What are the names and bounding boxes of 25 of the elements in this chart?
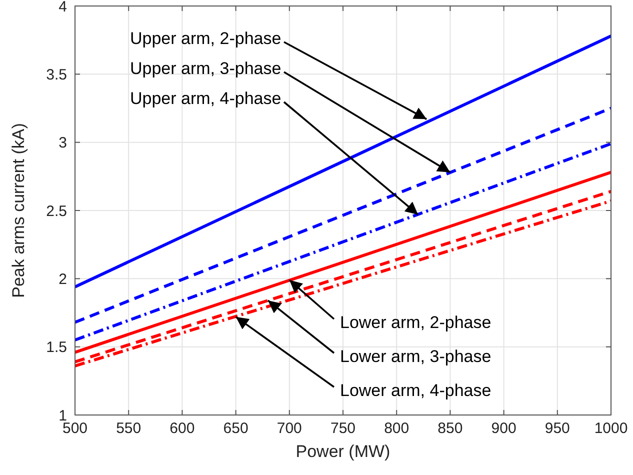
annotation: Lower arm, 4-phase (340, 380, 492, 400)
x-tick-label: 500 (62, 420, 88, 437)
y-tick-label: 4 (58, 0, 67, 16)
annotation: Upper arm, 4-phase (130, 88, 282, 108)
x-tick-label: 1000 (594, 420, 628, 437)
x-axis-title: Power (MW) (296, 442, 390, 461)
annotation: Lower arm, 3-phase (340, 346, 492, 366)
x-tick-label: 800 (384, 420, 410, 437)
y-tick-label: 2.5 (46, 202, 67, 220)
annotation: Upper arm, 3-phase (130, 58, 282, 78)
annotation: Upper arm, 2-phase (130, 28, 282, 48)
x-tick-label: 850 (438, 420, 463, 437)
x-tick-label: 750 (330, 420, 356, 437)
x-tick-label: 700 (276, 420, 302, 437)
annotation: Lower arm, 2-phase (340, 312, 492, 332)
x-tick-label: 650 (223, 420, 248, 437)
y-tick-label: 2 (58, 270, 67, 288)
x-tick-label: 950 (544, 420, 570, 437)
x-tick-label: 600 (170, 420, 195, 437)
y-tick-label: 3 (58, 134, 67, 152)
x-tick-label: 550 (116, 420, 142, 437)
y-tick-label: 3.5 (46, 66, 67, 84)
y-tick-label: 1.5 (46, 339, 67, 356)
x-tick-label: 900 (491, 420, 516, 437)
y-axis-title: Peak arms current (kA) (9, 123, 28, 298)
